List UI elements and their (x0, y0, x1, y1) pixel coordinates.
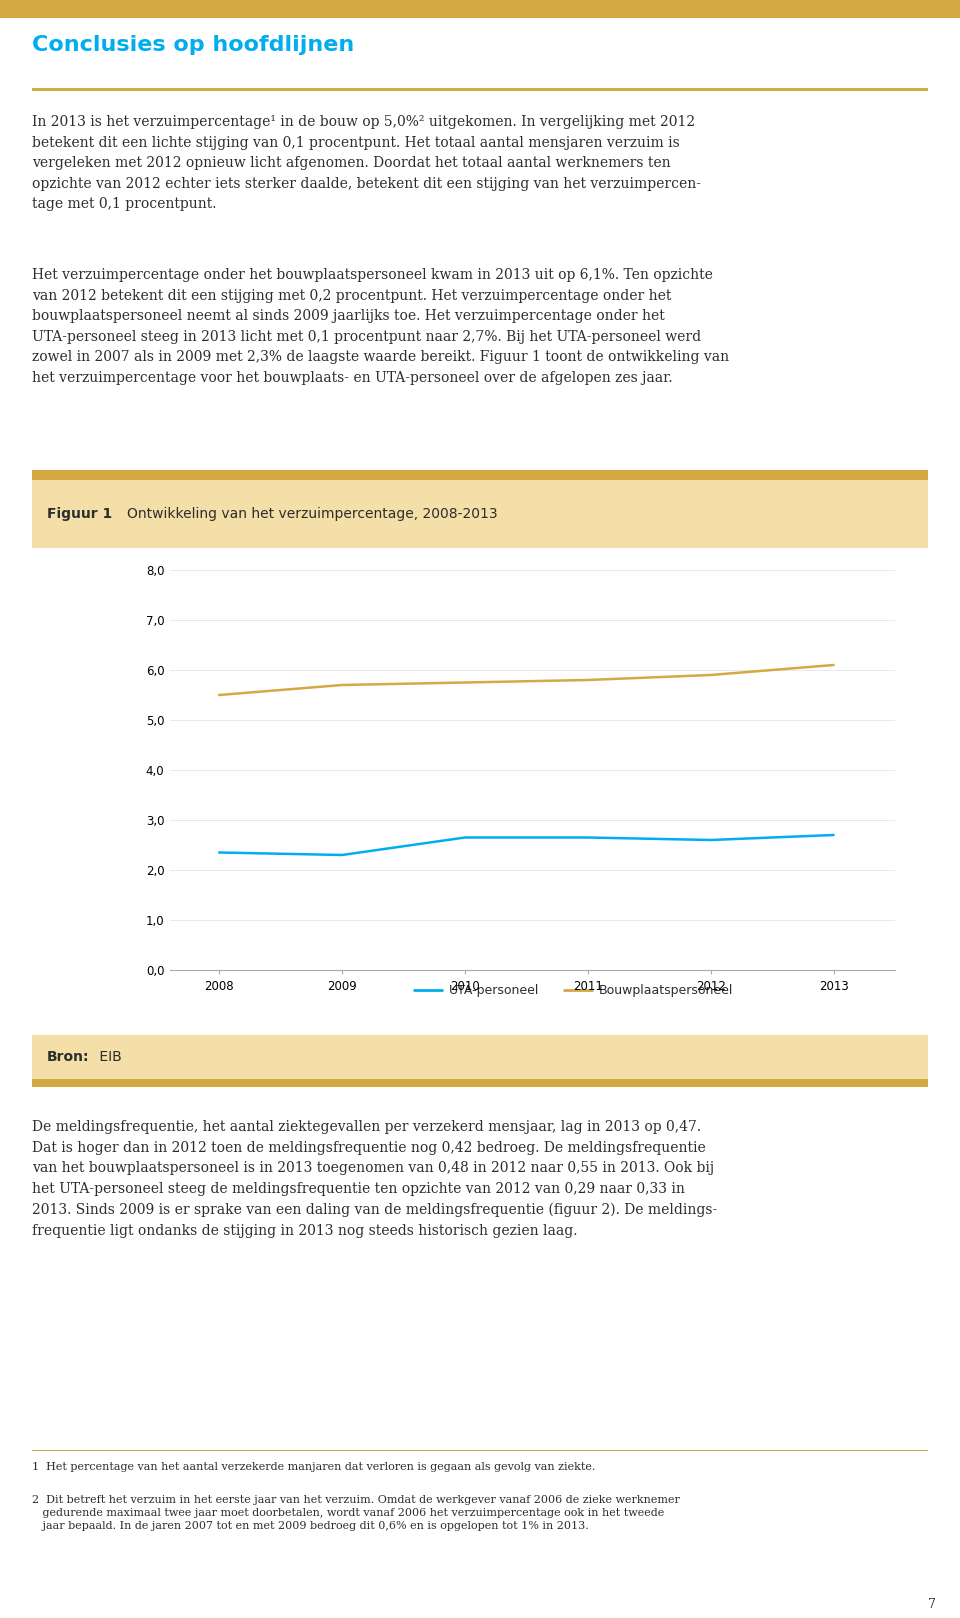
Bar (32, 469, 928, 481)
Bar (32, 87, 928, 91)
Text: 1  Het percentage van het aantal verzekerde manjaren dat verloren is gegaan als : 1 Het percentage van het aantal verzeker… (32, 1463, 595, 1472)
Text: In 2013 is het verzuimpercentage¹ in de bouw op 5,0%² uitgekomen. In vergelijkin: In 2013 is het verzuimpercentage¹ in de … (32, 115, 701, 212)
Bar (32, 481, 928, 549)
Text: De meldingsfrequentie, het aantal ziektegevallen per verzekerd mensjaar, lag in : De meldingsfrequentie, het aantal ziekte… (32, 1120, 717, 1238)
Bar (32, 1079, 928, 1087)
Text: Ontwikkeling van het verzuimpercentage, 2008-2013: Ontwikkeling van het verzuimpercentage, … (127, 506, 497, 521)
Bar (32, 1036, 928, 1079)
Text: Figuur 1: Figuur 1 (47, 506, 112, 521)
Text: 2  Dit betreft het verzuim in het eerste jaar van het verzuim. Omdat de werkgeve: 2 Dit betreft het verzuim in het eerste … (32, 1495, 680, 1531)
Bar (0, 0, 960, 18)
Text: Bron:: Bron: (47, 1050, 89, 1065)
Text: Conclusies op hoofdlijnen: Conclusies op hoofdlijnen (32, 36, 354, 55)
Text: EIB: EIB (95, 1050, 122, 1065)
Text: Het verzuimpercentage onder het bouwplaatspersoneel kwam in 2013 uit op 6,1%. Te: Het verzuimpercentage onder het bouwplaa… (32, 269, 730, 385)
Text: 7: 7 (928, 1599, 936, 1612)
Text: Bouwplaatspersoneel: Bouwplaatspersoneel (598, 984, 732, 997)
Text: UTA-personeel: UTA-personeel (448, 984, 539, 997)
